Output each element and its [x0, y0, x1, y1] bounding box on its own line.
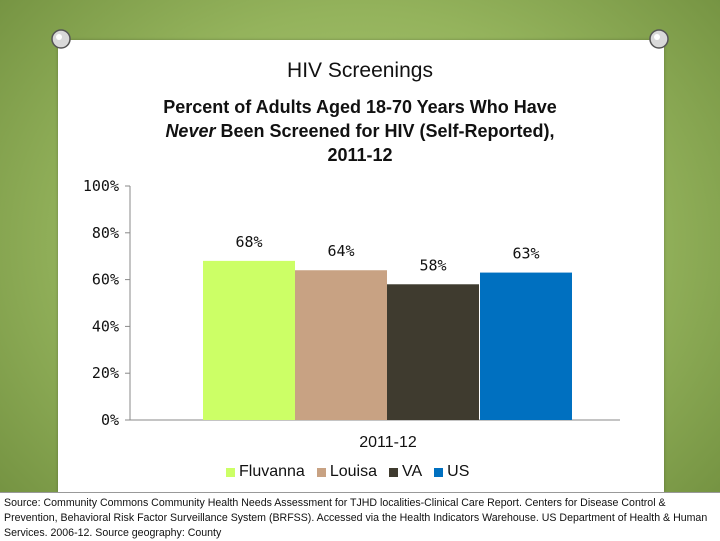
data-label-fluvanna: 68% — [235, 233, 262, 251]
legend-item-louisa: Louisa — [316, 463, 377, 481]
legend-item-va: VA — [388, 463, 423, 481]
pushpin-left-icon — [51, 29, 71, 49]
x-category-label: 2011-12 — [359, 434, 417, 451]
source-box: Source: Community Commons Community Heal… — [0, 492, 720, 541]
bar-chart: 0% 20% 40% 60% 80% 100% 68% 64% 58% 63% 2011-12 — [83, 177, 620, 451]
subtitle-never: Never — [165, 121, 216, 141]
legend-swatch-us — [434, 467, 444, 477]
y-tick-label: 60% — [92, 271, 119, 289]
subtitle-line-2: Never Been Screened for HIV (Self-Report… — [110, 119, 610, 143]
pushpin-right-icon — [649, 29, 669, 49]
chart-legend: Fluvanna Louisa VA US — [226, 463, 481, 481]
legend-label-us: US — [447, 463, 470, 480]
data-label-va: 58% — [419, 256, 446, 274]
legend-label-va: VA — [401, 463, 423, 480]
legend-label-fluvanna: Fluvanna — [239, 463, 305, 480]
data-label-us: 63% — [512, 245, 539, 263]
y-tick-label: 20% — [92, 364, 119, 382]
y-tick-label: 100% — [83, 177, 119, 195]
chart-subtitle: Percent of Adults Aged 18-70 Years Who H… — [110, 95, 610, 167]
bar-us — [480, 272, 572, 420]
bar-louisa — [295, 270, 387, 420]
subtitle-line-2-rest: Been Screened for HIV (Self-Reported), — [215, 121, 555, 141]
slide-title: HIV Screenings — [287, 59, 433, 82]
legend-item-fluvanna: Fluvanna — [226, 463, 305, 481]
bar-fluvanna — [203, 260, 295, 420]
legend-item-us: US — [434, 463, 469, 481]
legend-swatch-louisa — [316, 467, 326, 477]
y-tick-label: 0% — [101, 411, 119, 429]
y-tick-label: 40% — [92, 317, 119, 335]
y-tick-label: 80% — [92, 224, 119, 242]
source-text: Source: Community Commons Community Heal… — [4, 497, 708, 539]
subtitle-line-3: 2011-12 — [327, 145, 393, 165]
legend-label-louisa: Louisa — [329, 463, 377, 480]
data-label-louisa: 64% — [327, 242, 354, 260]
legend-swatch-va — [388, 467, 398, 477]
bar-va — [387, 284, 479, 420]
legend-swatch-fluvanna — [226, 467, 235, 477]
subtitle-line-1: Percent of Adults Aged 18-70 Years Who H… — [163, 97, 557, 117]
